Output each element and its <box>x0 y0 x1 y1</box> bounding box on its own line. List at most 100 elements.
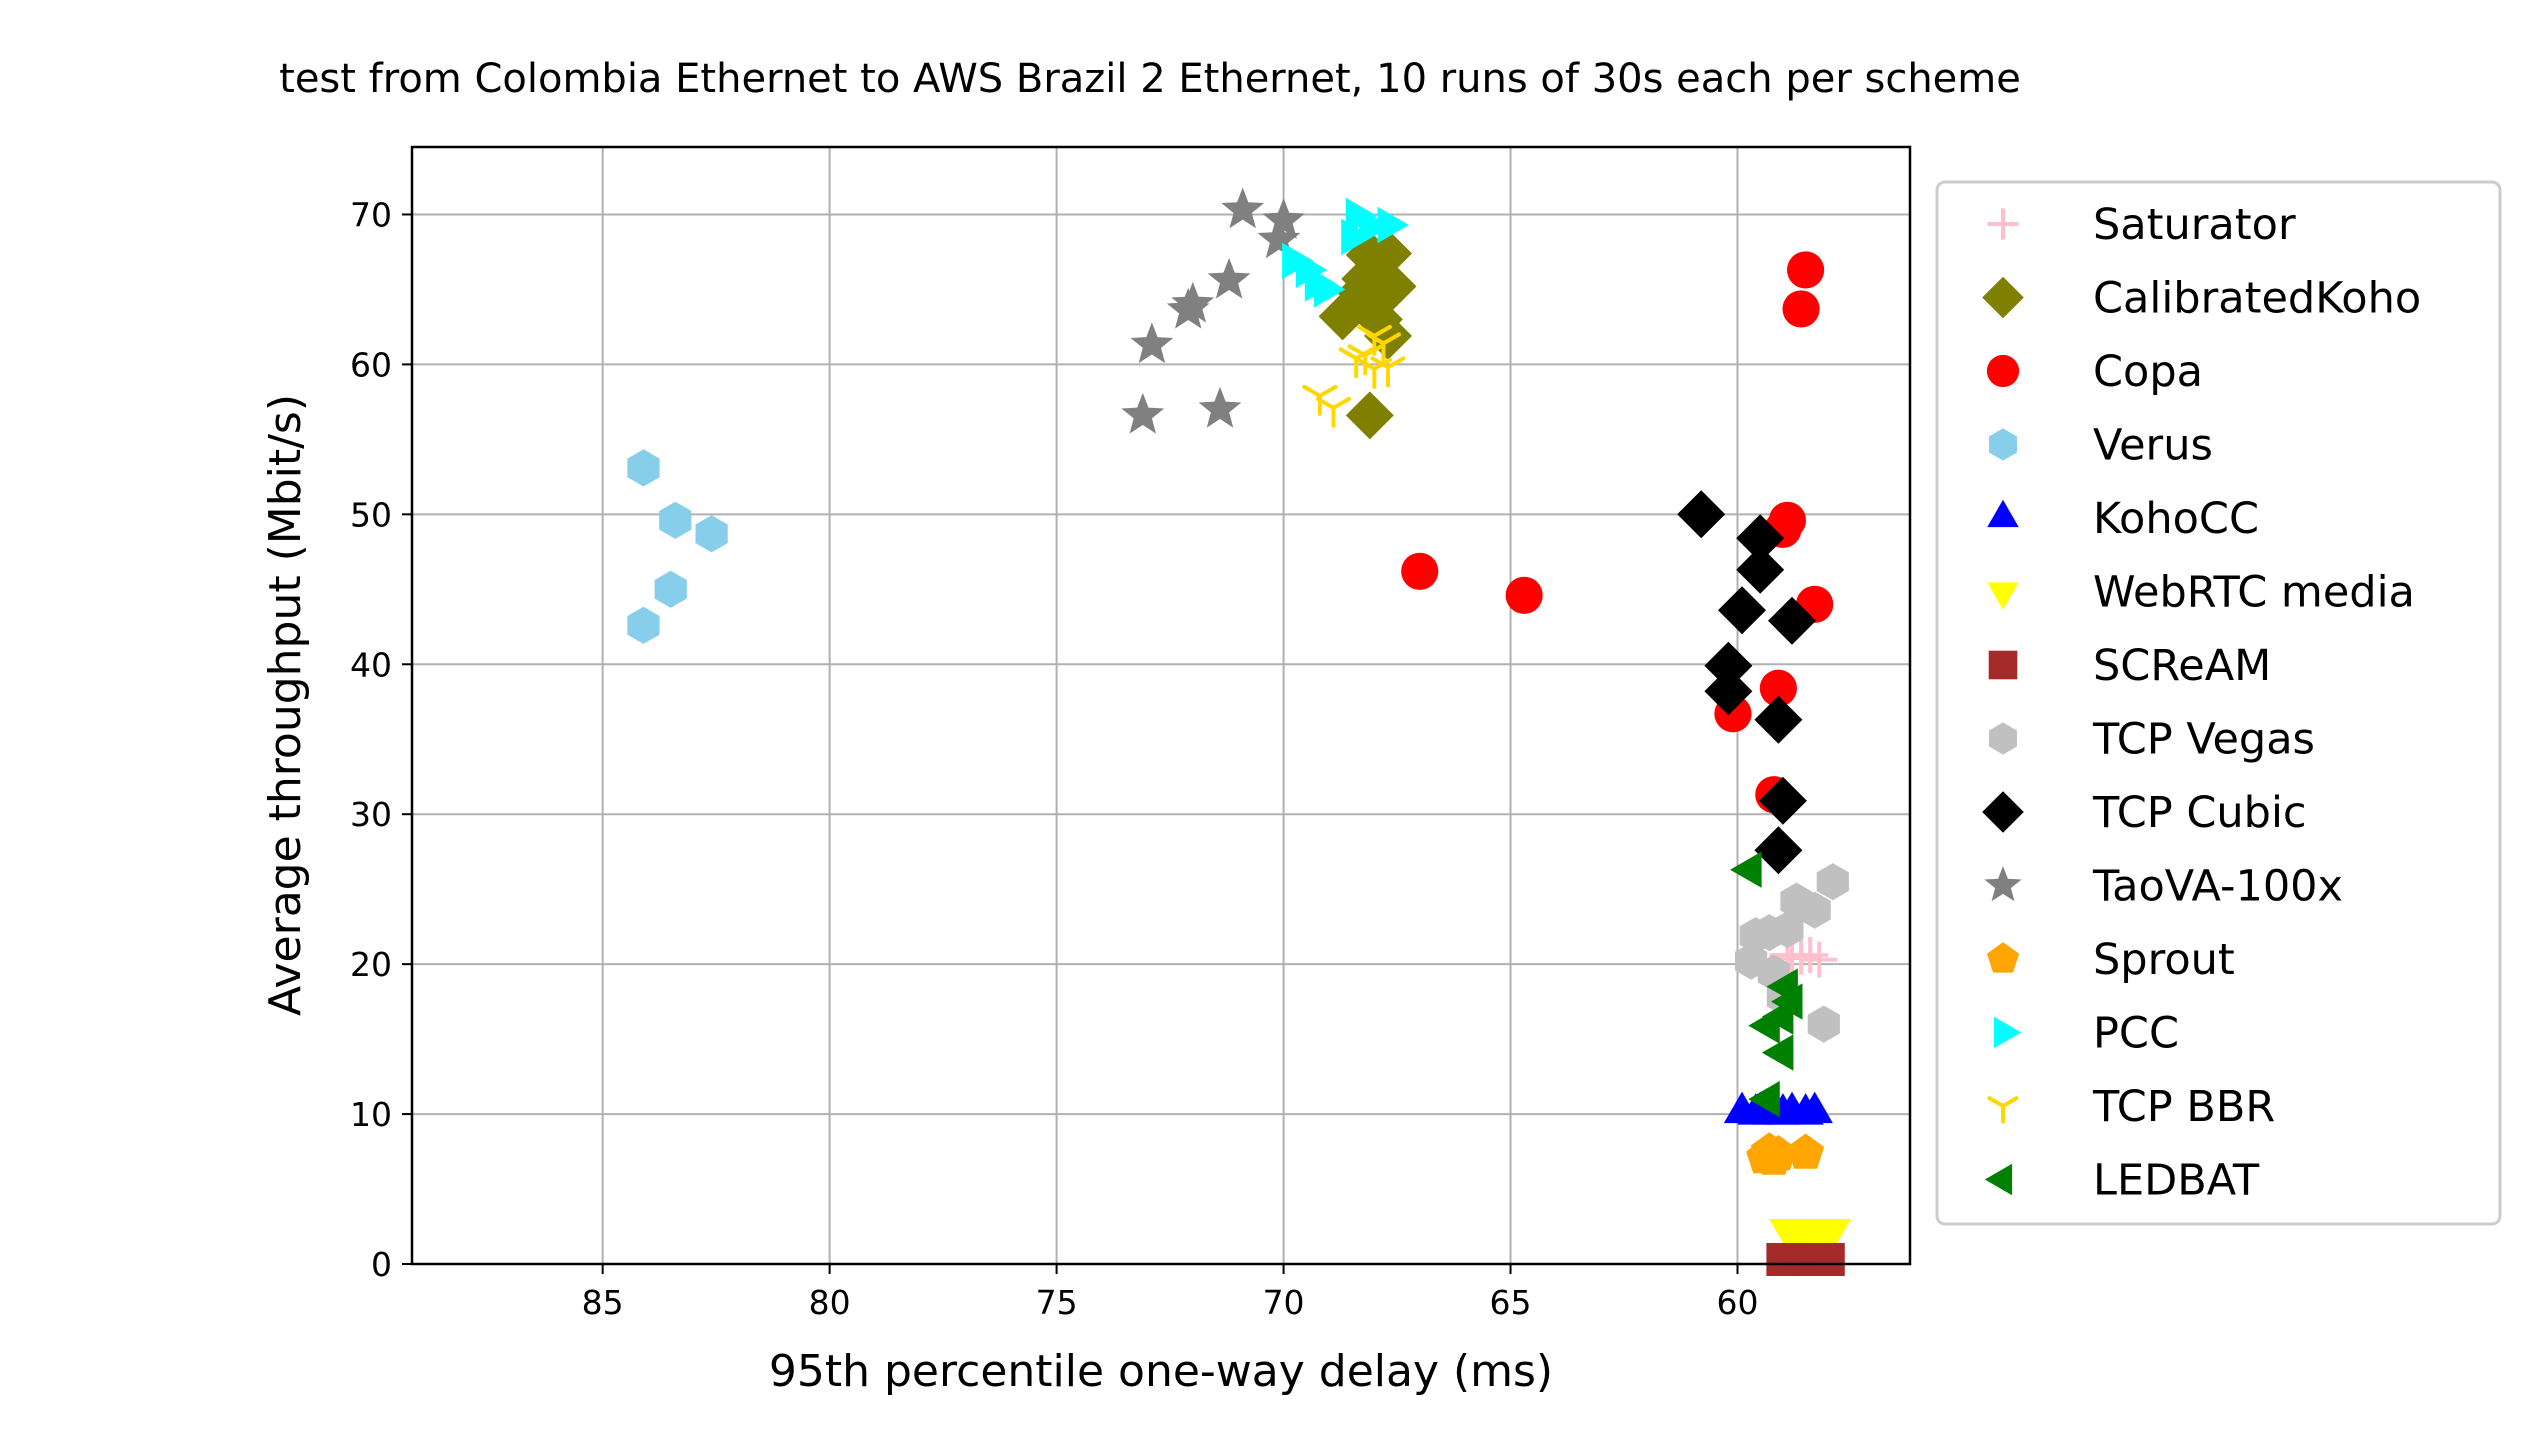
x-tick-label: 80 <box>809 1283 851 1322</box>
y-axis-ticks: 0 10 20 30 40 50 60 70 <box>350 195 412 1284</box>
legend-entry-webrtc-media: WebRTC media <box>1987 568 2415 618</box>
x-tick-label: 65 <box>1490 1283 1532 1322</box>
legend-entry-saturator: Saturator <box>1987 200 2296 250</box>
legend-marker-calibratedkoho <box>1982 276 2024 319</box>
point-tcp-vegas <box>1816 863 1849 901</box>
legend-label-tcp-cubic: TCP Cubic <box>2092 788 2307 838</box>
legend-marker-saturator <box>1987 208 2019 240</box>
legend-entry-copa: Copa <box>1986 347 2203 397</box>
point-tcp-bbr <box>1370 356 1406 388</box>
legend-marker-ledbat <box>1984 1163 2013 1196</box>
legend-label-verus: Verus <box>2093 421 2213 471</box>
point-kohocc <box>1742 1091 1779 1124</box>
point-copa <box>1505 576 1543 614</box>
point-tcp-cubic <box>1677 490 1726 539</box>
x-tick-label: 70 <box>1263 1283 1305 1322</box>
legend-entry-taova-100x: TaoVA-100x <box>1984 862 2343 912</box>
point-pcc <box>1377 206 1409 244</box>
point-verus <box>654 570 687 608</box>
point-calibratedkoho <box>1364 229 1412 278</box>
point-copa <box>1759 669 1797 707</box>
legend-marker-copa <box>1986 354 2020 388</box>
point-tcp-vegas <box>1798 891 1831 929</box>
point-tcp-cubic <box>1768 596 1816 645</box>
legend-label-sprout: Sprout <box>2093 935 2235 985</box>
legend-marker-tcp-vegas <box>1989 722 2017 755</box>
x-tick-label: 75 <box>1036 1283 1078 1322</box>
point-ledbat <box>1730 851 1762 888</box>
legend-marker-pcc <box>1993 1016 2022 1049</box>
legend-label-taova-100x: TaoVA-100x <box>2092 862 2343 912</box>
point-taova-100x <box>1257 217 1301 259</box>
legend-entry-verus: Verus <box>1989 421 2213 471</box>
legend-marker-taova-100x <box>1984 866 2022 902</box>
legend-label-copa: Copa <box>2093 347 2203 397</box>
point-copa <box>1786 251 1825 289</box>
point-calibratedkoho <box>1345 391 1394 440</box>
legend-label-scream: SCReAM <box>2093 641 2271 691</box>
legend-entry-scream: SCReAM <box>1988 641 2271 691</box>
point-saturator <box>1792 937 1829 974</box>
legend-entry-tcp-bbr: TCP BBR <box>1987 1082 2275 1132</box>
y-tick-label: 60 <box>350 345 392 384</box>
point-copa <box>1401 552 1439 590</box>
y-axis-label: Average throughput (Mbit/s) <box>260 394 311 1016</box>
y-tick-label: 20 <box>350 945 392 984</box>
point-tcp-vegas <box>1807 1005 1840 1043</box>
point-webrtc-media <box>1814 1219 1851 1251</box>
legend-label-pcc: PCC <box>2093 1009 2179 1059</box>
point-verus <box>627 449 660 487</box>
legend-entry-pcc: PCC <box>1993 1009 2179 1059</box>
legend-marker-scream <box>1988 650 2018 680</box>
legend-label-kohocc: KohoCC <box>2093 494 2259 544</box>
point-tcp-bbr <box>1315 396 1352 428</box>
y-tick-label: 70 <box>350 195 392 234</box>
point-verus <box>659 501 692 539</box>
x-tick-label: 85 <box>582 1283 624 1322</box>
legend-label-webrtc-media: WebRTC media <box>2093 568 2415 618</box>
point-tcp-cubic <box>1704 641 1753 690</box>
point-tcp-bbr <box>1365 332 1402 364</box>
legend-label-tcp-vegas: TCP Vegas <box>2092 715 2315 765</box>
point-tcp-cubic <box>1754 826 1803 875</box>
grid-lines <box>412 147 1910 1265</box>
point-verus <box>695 515 728 553</box>
legend-frame <box>1935 180 2502 1226</box>
point-tcp-cubic <box>1758 776 1807 825</box>
point-taova-100x <box>1262 198 1305 239</box>
plot-frame <box>410 145 1912 1266</box>
legend-entry-sprout: Sprout <box>1986 935 2235 985</box>
legend-marker-kohocc <box>1987 499 2019 528</box>
legend-marker-sprout <box>1986 942 2020 973</box>
point-calibratedkoho <box>1318 292 1367 341</box>
legend-entry-calibratedkoho: CalibratedKoho <box>1982 274 2421 324</box>
legend-marker-verus <box>1989 428 2017 461</box>
point-taova-100x <box>1166 287 1210 329</box>
legend-label-calibratedkoho: CalibratedKoho <box>2093 274 2421 324</box>
x-tick-label: 60 <box>1717 1283 1759 1322</box>
point-taova-100x <box>1207 257 1251 299</box>
point-tcp-bbr <box>1338 347 1374 379</box>
point-ledbat <box>1771 983 1803 1020</box>
legend-marker-tcp-bbr <box>1987 1096 2019 1124</box>
legend-label-tcp-bbr: TCP BBR <box>2092 1082 2275 1132</box>
point-ledbat <box>1748 1080 1780 1118</box>
legend: Saturator CalibratedKoho Copa Verus KohoCC We… <box>1935 180 2502 1226</box>
x-axis-label: 95th percentile one-way delay (ms) <box>769 1346 1553 1397</box>
chart-title: test from Colombia Ethernet to AWS Brazi… <box>279 56 2021 102</box>
data-points <box>627 187 1851 1277</box>
legend-label-saturator: Saturator <box>2093 200 2296 250</box>
point-taova-100x <box>1130 322 1174 364</box>
y-tick-label: 40 <box>350 645 392 684</box>
point-tcp-cubic <box>1704 667 1753 716</box>
point-sprout <box>1755 1139 1793 1175</box>
point-copa <box>1782 290 1820 328</box>
point-pcc <box>1313 271 1346 308</box>
point-scream <box>1811 1243 1845 1277</box>
point-kohocc <box>1796 1091 1833 1124</box>
point-ledbat <box>1761 1034 1794 1071</box>
point-taova-100x <box>1198 386 1242 428</box>
legend-entry-tcp-vegas: TCP Vegas <box>1989 715 2315 765</box>
y-tick-label: 30 <box>350 795 392 834</box>
point-pcc <box>1341 218 1373 256</box>
